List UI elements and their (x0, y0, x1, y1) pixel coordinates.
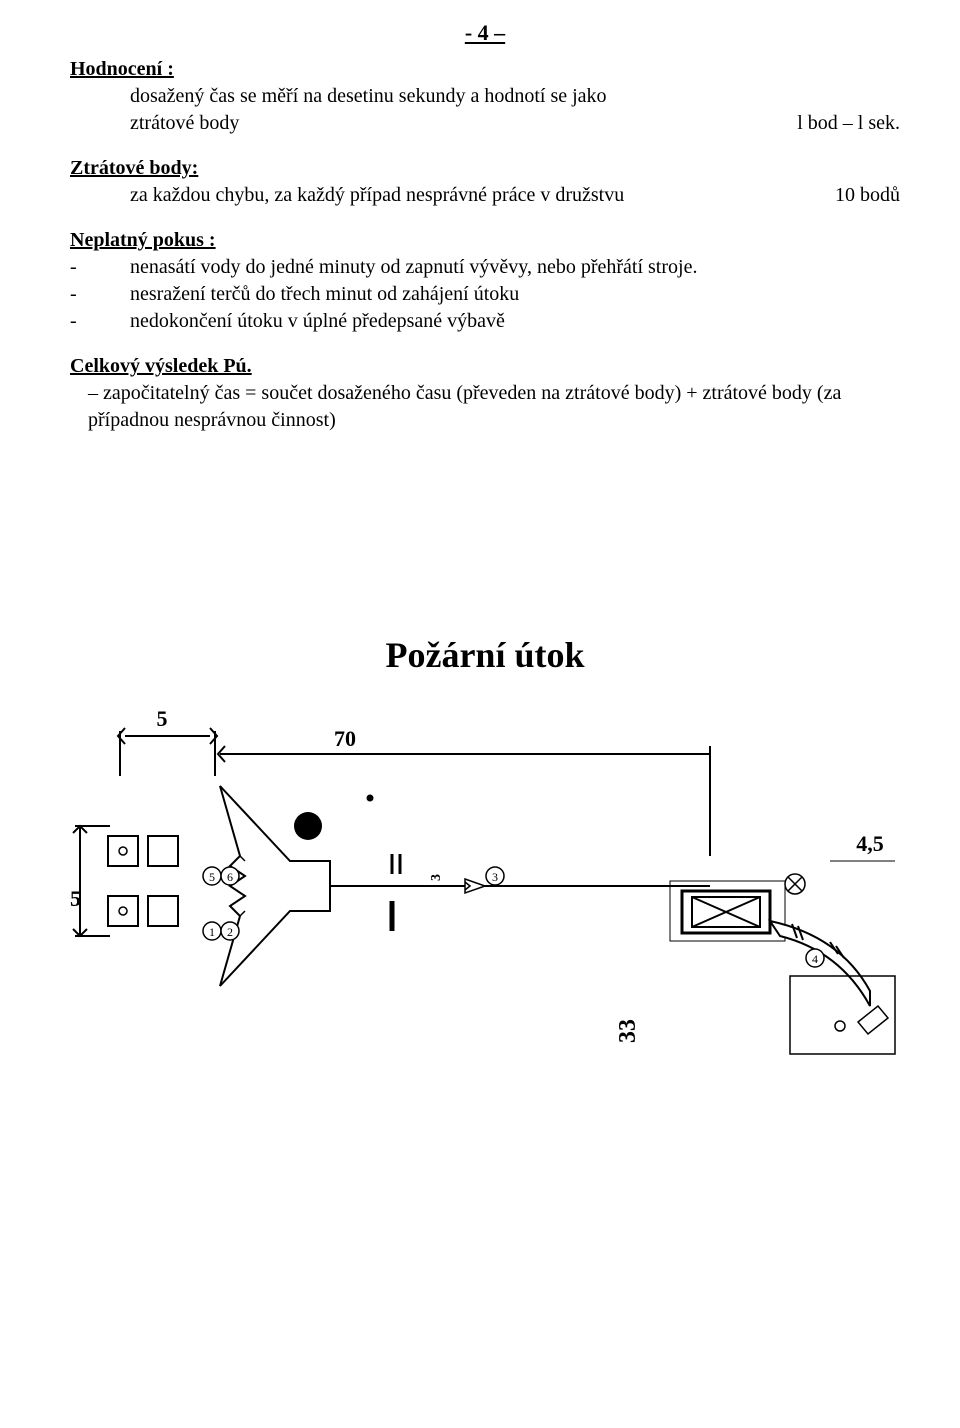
node-3: 3 (486, 867, 504, 885)
mark-3: 3 (429, 874, 444, 881)
water-tank (790, 976, 895, 1054)
diagram-title: Požární útok (70, 634, 900, 676)
section-celkovy: Celkový výsledek Pú. – započitatelný čas… (70, 353, 900, 434)
dim-5-left: 5 (70, 826, 110, 936)
ztratove-line: za každou chybu, za každý případ nespráv… (130, 182, 624, 209)
hose-line (330, 879, 710, 893)
bullet-text: nenasátí vody do jedné minuty od zapnutí… (130, 254, 900, 281)
node-4: 4 (806, 949, 824, 967)
hodnoceni-line1: dosažený čas se měří na desetinu sekundy… (130, 83, 900, 110)
node-6: 6 (221, 867, 239, 885)
ztratove-value: 10 bodů (835, 182, 900, 209)
heading-celkovy: Celkový výsledek Pú. (70, 355, 252, 377)
bullet-item: - nedokončení útoku v úplné předepsané v… (70, 308, 900, 335)
label-5-top: 5 (157, 706, 168, 731)
bullet-dash: - (70, 254, 130, 281)
page: - 4 – Hodnocení : dosažený čas se měří n… (0, 0, 960, 1428)
heading-neplatny: Neplatný pokus : (70, 229, 216, 251)
node-2: 2 (221, 922, 239, 940)
label-5-left: 5 (70, 886, 81, 911)
bullet-dash: - (70, 281, 130, 308)
marks-left (392, 854, 400, 931)
svg-text:2: 2 (227, 925, 233, 939)
diagram: 5 70 5 (70, 706, 900, 1086)
hodnoceni-line2: ztrátové body (130, 110, 239, 137)
targets (108, 836, 178, 926)
svg-text:6: 6 (227, 870, 233, 884)
section-ztratove: Ztrátové body: za každou chybu, za každý… (70, 155, 900, 209)
heading-hodnoceni: Hodnocení : (70, 58, 174, 80)
section-hodnoceni: Hodnocení : dosažený čas se měří na dese… (70, 56, 900, 137)
pump (682, 891, 770, 933)
label-4-5: 4,5 (856, 831, 884, 856)
node-1: 1 (203, 922, 221, 940)
label-70: 70 (334, 726, 356, 751)
svg-text:5: 5 (209, 870, 215, 884)
svg-text:3: 3 (492, 870, 498, 884)
bullet-text: nedokončení útoku v úplné předepsané výb… (130, 308, 900, 335)
bullet-dash: - (70, 308, 130, 335)
diagram-svg: 5 70 5 (70, 706, 900, 1086)
label-33: 33 (615, 1019, 641, 1043)
coupling-top (785, 874, 805, 894)
black-dot-large (294, 812, 322, 840)
svg-text:4: 4 (812, 952, 818, 966)
dim-5-top: 5 (118, 706, 217, 776)
hodnoceni-value: l bod – l sek. (797, 110, 900, 137)
dim-4-5: 4,5 (830, 831, 895, 861)
node-5: 5 (203, 867, 221, 885)
svg-text:1: 1 (209, 925, 215, 939)
celkovy-text: – započitatelný čas = součet dosaženého … (88, 380, 900, 434)
heading-ztratove: Ztrátové body: (70, 157, 198, 179)
section-neplatny: Neplatný pokus : - nenasátí vody do jedn… (70, 227, 900, 335)
bullet-text: nesražení terčů do třech minut od zaháje… (130, 281, 900, 308)
dim-70: 70 (218, 726, 710, 856)
bullet-item: - nenasátí vody do jedné minuty od zapnu… (70, 254, 900, 281)
bullet-item: - nesražení terčů do třech minut od zahá… (70, 281, 900, 308)
black-dot-small (367, 795, 374, 802)
page-number: - 4 – (70, 20, 900, 46)
